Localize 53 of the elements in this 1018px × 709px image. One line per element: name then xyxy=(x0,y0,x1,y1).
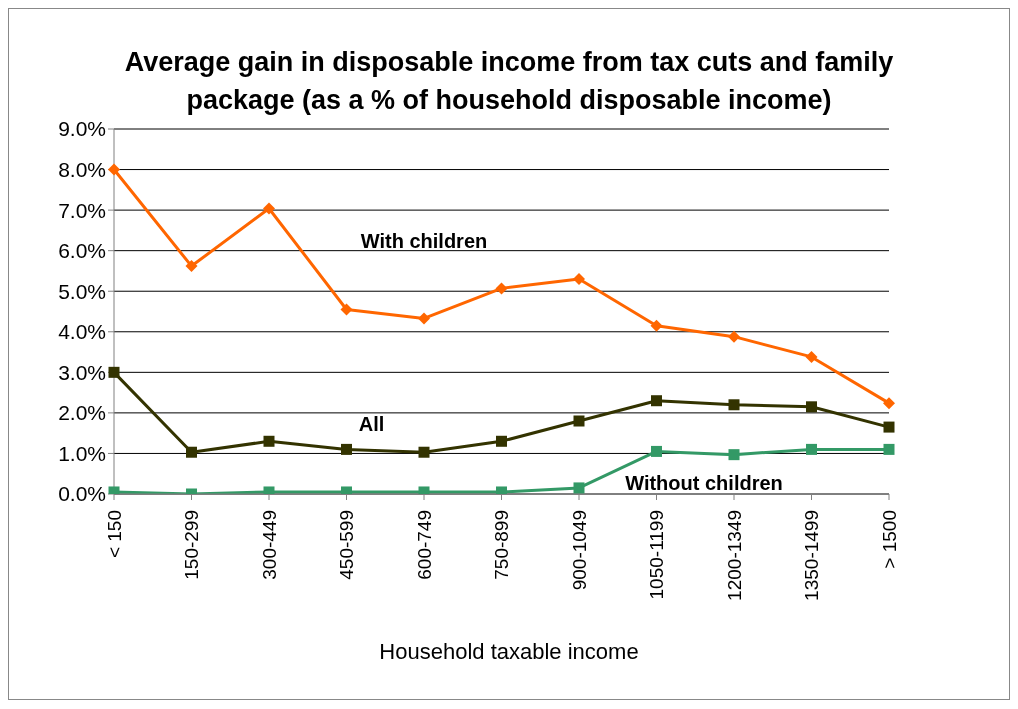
point xyxy=(496,435,507,447)
x-tick-label: 600-749 xyxy=(413,510,435,580)
x-tick-label: 900-1049 xyxy=(568,510,590,591)
point xyxy=(418,312,430,325)
x-tick-label: 300-449 xyxy=(258,510,280,580)
point xyxy=(573,415,585,427)
x-tick-label: 450-599 xyxy=(336,510,357,580)
point xyxy=(341,443,352,455)
y-tick-label: 1.0% xyxy=(58,441,106,465)
point xyxy=(263,202,275,215)
x-tick-label: 1200-1349 xyxy=(723,510,745,601)
series-label: With children xyxy=(360,230,488,253)
point xyxy=(573,273,585,286)
point xyxy=(728,399,740,411)
y-tick-label: 5.0% xyxy=(58,279,106,303)
x-tick-label: < 150 xyxy=(103,510,125,559)
y-tick-label: 7.0% xyxy=(58,198,106,222)
x-axis-title: Household taxable income xyxy=(378,639,640,665)
x-tick-label: > 1500 xyxy=(878,510,900,569)
point xyxy=(728,330,740,343)
point xyxy=(883,421,895,433)
point xyxy=(108,163,120,176)
series-label: Without children xyxy=(625,471,783,494)
y-tick-label: 4.0% xyxy=(58,320,106,344)
series-label: All xyxy=(358,413,385,436)
point xyxy=(883,397,895,410)
y-tick-label: 2.0% xyxy=(58,401,106,425)
x-tick-label: 1350-1499 xyxy=(801,510,822,601)
point xyxy=(573,482,585,494)
y-tick-label: 8.0% xyxy=(58,158,106,182)
x-tick-label: 1050-1199 xyxy=(646,510,667,600)
y-tick-label: 6.0% xyxy=(58,239,106,263)
point xyxy=(340,303,353,316)
point xyxy=(883,443,895,455)
point xyxy=(805,350,818,363)
point xyxy=(263,435,275,447)
point xyxy=(728,449,740,461)
x-tick-label: 750-899 xyxy=(491,510,512,580)
point xyxy=(650,319,663,332)
point xyxy=(806,443,817,455)
y-tick-label: 3.0% xyxy=(58,360,106,384)
chart-title: Average gain in disposable income from tax cuts and family package (as a % of household disposable income) xyxy=(123,46,895,117)
y-tick-label: 9.0% xyxy=(58,117,106,141)
point xyxy=(651,395,662,407)
point xyxy=(186,446,197,458)
point xyxy=(806,401,817,413)
point xyxy=(185,260,198,273)
x-tick-label: 150-299 xyxy=(181,510,202,580)
point xyxy=(495,282,508,295)
point xyxy=(418,446,430,458)
y-tick-label: 0.0% xyxy=(58,482,106,506)
point xyxy=(108,366,120,378)
point xyxy=(651,445,662,457)
